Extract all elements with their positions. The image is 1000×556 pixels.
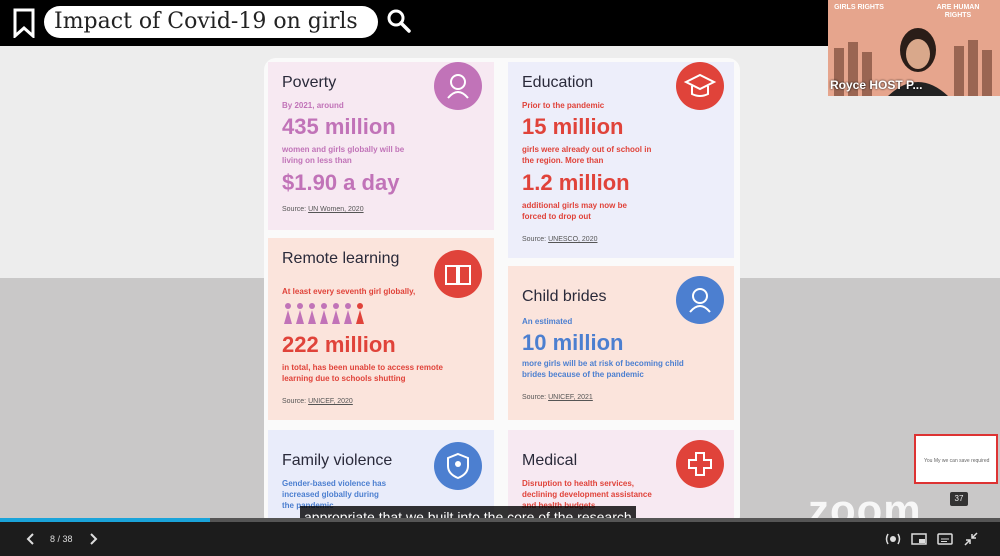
card-source: Source: UNICEF, 2020 (282, 398, 353, 405)
page-title: Impact of Covid-19 on girls (54, 9, 358, 34)
graduation-cap-icon (676, 62, 724, 110)
participant-video[interactable]: GIRLS RIGHTS ARE HUMAN RIGHTS Royce HOST… (828, 0, 1000, 96)
bride-icon (676, 276, 724, 324)
card-title: Medical (522, 452, 578, 469)
card-stat: 15 million (522, 114, 624, 139)
title-bar: Impact of Covid-19 on girls (44, 6, 378, 38)
card-stat: 10 million (522, 330, 624, 355)
card-education: Education Prior to the pandemic 15 milli… (508, 62, 734, 258)
card-stat: 435 million (282, 114, 396, 139)
thumbnail-count-badge: 37 (950, 492, 968, 506)
card-intro: Prior to the pandemic (522, 101, 605, 110)
card-remote-learning: Remote learning At least every seventh g… (268, 238, 494, 420)
card-source: Source: UN Women, 2020 (282, 206, 364, 213)
poster-text-left: GIRLS RIGHTS (834, 4, 884, 11)
card-text-2: additional girls may now be forced to dr… (522, 201, 627, 221)
card-poverty: Poverty By 2021, around 435 million wome… (268, 62, 494, 230)
card-text: Gender-based violence has increased glob… (282, 479, 387, 510)
card-intro: An estimated (522, 317, 573, 326)
page-counter: 8 / 38 (50, 534, 73, 544)
card-stat: 222 million (282, 332, 396, 357)
protest-fists-illustration (834, 28, 992, 96)
card-title: Poverty (282, 74, 337, 91)
card-child-brides: Child brides An estimated 10 million mor… (508, 266, 734, 420)
card-text: more girls will be at risk of becoming c… (522, 359, 684, 379)
card-source: Source: UNESCO, 2020 (522, 236, 598, 243)
search-icon[interactable] (386, 8, 412, 34)
girl-figures-icon (284, 303, 364, 324)
book-icon (434, 250, 482, 298)
participant-name: Royce HOST P... (830, 78, 923, 92)
card-title: Family violence (282, 452, 393, 469)
card-source: Source: UNICEF, 2021 (522, 394, 593, 401)
previous-icon[interactable] (22, 530, 40, 548)
card-title: Remote learning (282, 250, 400, 267)
picture-in-picture-icon[interactable] (910, 530, 928, 548)
slide-thumbnail[interactable]: You My we can save required (914, 434, 998, 484)
thumbnail-text: You My we can save required (924, 458, 990, 464)
progress-fill (0, 518, 210, 522)
exit-fullscreen-icon[interactable] (962, 530, 980, 548)
medical-cross-icon (676, 440, 724, 488)
card-stat-2: $1.90 a day (282, 170, 400, 195)
progress-bar[interactable] (0, 518, 1000, 522)
card-title: Education (522, 74, 594, 91)
card-intro: At least every seventh girl globally, (282, 287, 416, 296)
card-text: girls were already out of school in the … (522, 145, 652, 165)
audio-icon[interactable] (884, 530, 902, 548)
card-text: women and girls globally will be living … (282, 145, 405, 165)
card-text: in total, has been unable to access remo… (282, 363, 443, 383)
shield-person-icon (434, 442, 482, 490)
infographic-slide: Poverty By 2021, around 435 million wome… (264, 58, 740, 528)
player-controls: 8 / 38 (0, 522, 1000, 556)
captions-icon[interactable] (936, 530, 954, 548)
card-text: Disruption to health services, declining… (522, 479, 652, 510)
next-icon[interactable] (84, 530, 102, 548)
woman-icon (434, 62, 482, 110)
poster-text-right: ARE HUMAN RIGHTS (936, 4, 980, 19)
bookmark-icon[interactable] (12, 8, 36, 38)
card-title: Child brides (522, 288, 607, 305)
card-intro: By 2021, around (282, 101, 344, 110)
card-stat-2: 1.2 million (522, 170, 630, 195)
